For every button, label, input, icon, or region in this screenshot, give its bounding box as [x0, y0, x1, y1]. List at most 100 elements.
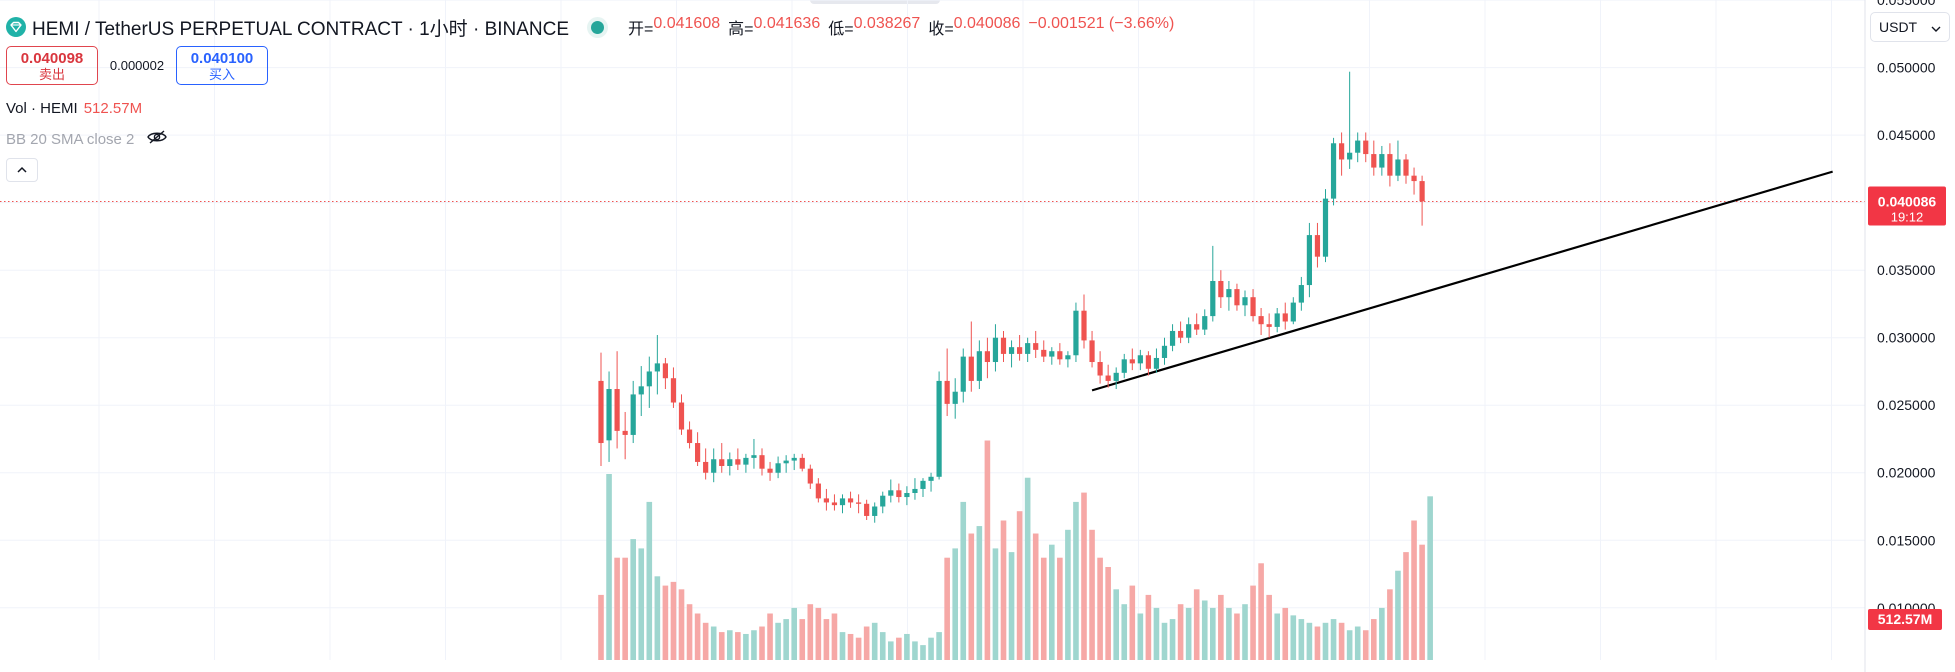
volume-bar	[767, 613, 773, 660]
candle-body	[976, 351, 982, 381]
volume-bar	[1371, 619, 1377, 660]
volume-bar	[1145, 594, 1152, 660]
volume-bar	[1210, 607, 1216, 660]
candle-body	[1081, 310, 1087, 341]
chart-grid	[0, 0, 1865, 660]
candle-body	[864, 503, 870, 516]
candle-body	[1178, 330, 1184, 338]
volume-bar	[976, 526, 983, 660]
volume-bar	[912, 641, 918, 660]
candle-body	[1330, 143, 1337, 199]
sell-button[interactable]: 0.040098 卖出	[6, 46, 98, 85]
candle-body	[1347, 152, 1353, 160]
candle-body	[767, 468, 773, 473]
volume-bar	[1065, 529, 1071, 660]
volume-bar	[727, 630, 733, 660]
trendline-segment	[1091, 170, 1833, 392]
volume-bar	[904, 633, 910, 660]
candlesticks	[598, 71, 1425, 523]
volume-bar	[879, 632, 886, 660]
volume-bar	[1419, 544, 1425, 660]
volume-bar	[775, 622, 781, 660]
candle-body	[630, 394, 636, 435]
candle-body	[735, 459, 741, 465]
currency-select[interactable]: USDT	[1870, 12, 1950, 42]
volume-bar	[1314, 626, 1321, 660]
market-status-icon	[591, 20, 605, 34]
candle-body	[831, 502, 838, 506]
volume-bar	[702, 622, 709, 660]
volume-bar	[992, 548, 999, 660]
candle-body	[1097, 362, 1103, 376]
price-tick-label: 0.045000	[1877, 127, 1936, 143]
symbol-title[interactable]: HEMI / TetherUS PERPETUAL CONTRACT · 1小时…	[32, 18, 570, 40]
sell-price: 0.040098	[20, 49, 84, 67]
volume-bar	[1113, 589, 1119, 660]
volume-legend[interactable]: Vol · HEMI 512.57M	[6, 100, 142, 117]
volume-bar	[783, 619, 789, 660]
candle-body	[952, 391, 958, 404]
volume-bar	[1081, 492, 1087, 660]
volume-bar	[1354, 626, 1361, 660]
top-handle	[810, 0, 940, 4]
volume-bar	[1105, 567, 1111, 660]
volume-bar	[1346, 630, 1353, 660]
volume-bar	[1185, 607, 1192, 660]
high-label: 高=	[728, 21, 754, 38]
volume-bar	[960, 501, 967, 660]
candle-body	[1057, 351, 1063, 360]
volume-bar	[622, 557, 628, 660]
candle-body	[751, 455, 757, 458]
candle-body	[1395, 159, 1401, 176]
candle-body	[654, 363, 660, 372]
candle-body	[711, 459, 717, 473]
candle-body	[1371, 154, 1377, 168]
candle-body	[1161, 345, 1168, 358]
candle-body	[1363, 140, 1369, 155]
volume-bar	[896, 637, 902, 660]
volume-bar	[1024, 477, 1031, 660]
collapse-legend-button[interactable]	[6, 158, 38, 182]
candle-body	[944, 380, 950, 404]
hemi-logo-icon	[6, 17, 26, 37]
candle-body	[920, 480, 926, 489]
volume-bar	[984, 440, 991, 660]
candle-body	[936, 380, 942, 477]
volume-bar	[1000, 520, 1007, 660]
candle-body	[759, 455, 765, 469]
volume-bar	[1298, 619, 1305, 660]
volume-bar	[815, 607, 822, 660]
buy-price: 0.040100	[190, 49, 254, 67]
volume-bar	[863, 626, 870, 660]
price-axis: 0.0550000.0500000.0450000.0400000.035000…	[1864, 0, 1936, 672]
volume-bar	[1266, 594, 1272, 660]
candle-body	[896, 490, 902, 498]
volume-bar	[952, 548, 958, 660]
eye-slash-icon[interactable]	[146, 129, 168, 149]
volume-bar	[839, 632, 846, 660]
candle-body	[622, 430, 628, 435]
volume-bar	[1201, 600, 1208, 660]
volume-bar	[638, 548, 645, 660]
volume-bar	[759, 626, 765, 660]
low-value: 0.038267	[853, 15, 921, 32]
volume-bar	[743, 633, 749, 660]
candle-body	[960, 356, 966, 392]
price-tick-label: 0.020000	[1877, 465, 1936, 481]
volume-bar	[936, 632, 942, 660]
candle-body	[1049, 351, 1055, 357]
candle-body	[614, 389, 620, 431]
candle-body	[1194, 324, 1200, 330]
bb-legend[interactable]: BB 20 SMA close 2	[6, 129, 168, 149]
volume-bar	[1153, 607, 1160, 660]
volume-bar	[1032, 533, 1039, 660]
candle-body	[912, 488, 918, 493]
candle-body	[1274, 313, 1280, 327]
volume-bar	[1226, 607, 1232, 660]
candle-body	[799, 457, 805, 469]
volume-bar	[1330, 619, 1337, 660]
buy-button[interactable]: 0.040100 买入	[176, 46, 268, 85]
candle-body	[791, 457, 797, 461]
volume-bar	[968, 533, 975, 660]
